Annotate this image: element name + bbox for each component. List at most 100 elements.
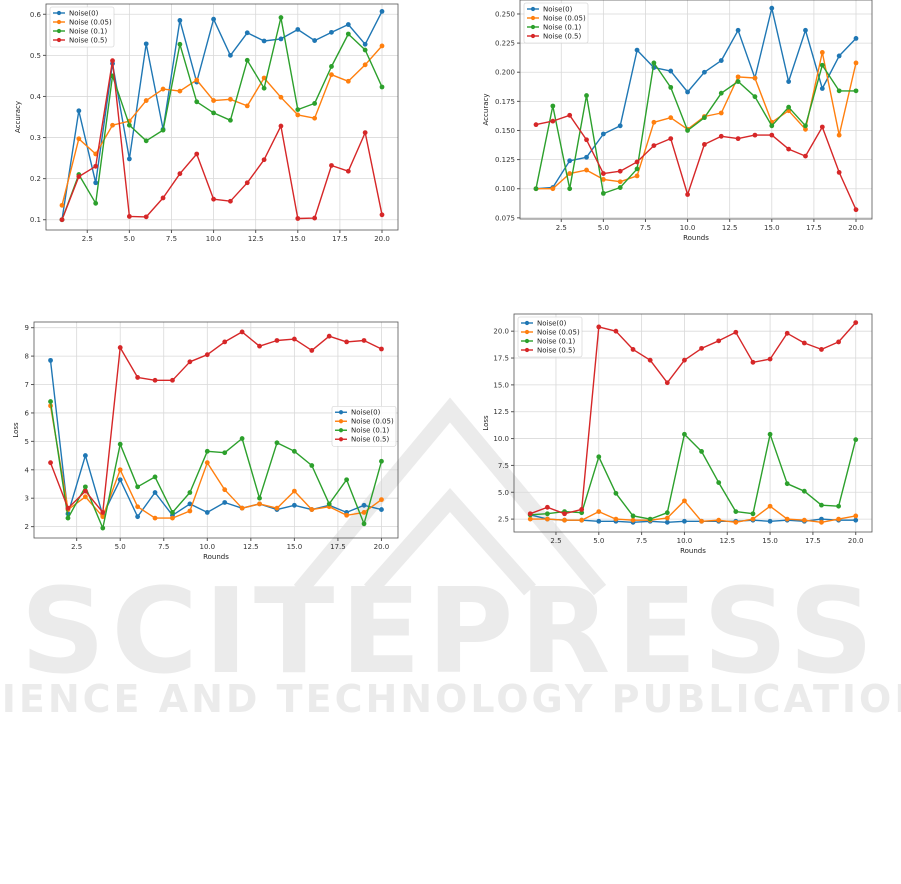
data-point bbox=[379, 346, 384, 352]
data-point bbox=[211, 196, 216, 202]
x-tick-label: 17.5 bbox=[805, 537, 821, 545]
data-point bbox=[117, 345, 123, 350]
legend: Noise(0)Noise (0.05)Noise (0.1)Noise (0.… bbox=[49, 6, 115, 48]
data-point bbox=[76, 136, 82, 142]
data-point bbox=[211, 98, 216, 103]
data-point bbox=[345, 22, 351, 27]
series-line bbox=[49, 405, 382, 519]
data-point bbox=[853, 60, 859, 66]
series-line bbox=[61, 45, 383, 206]
data-point bbox=[733, 519, 739, 525]
data-point bbox=[59, 202, 65, 208]
data-point bbox=[160, 127, 166, 133]
series-group bbox=[527, 320, 859, 525]
data-point bbox=[853, 320, 859, 325]
data-point bbox=[651, 60, 657, 66]
y-tick-label: 0.125 bbox=[495, 156, 515, 164]
x-tick-label: 20.0 bbox=[848, 537, 864, 545]
series-line bbox=[535, 62, 856, 195]
x-axis: 2.5 5.0 7.5 10.0 12.5 15.0 17.5 20.0 bbox=[82, 230, 390, 242]
data-point bbox=[170, 510, 175, 515]
data-point bbox=[803, 27, 808, 33]
data-point bbox=[222, 450, 228, 456]
y-tick-label: 0.100 bbox=[495, 185, 515, 193]
legend-entry-label: Noise (0.05) bbox=[351, 418, 394, 426]
data-point bbox=[716, 338, 722, 344]
data-point bbox=[261, 157, 267, 163]
data-point bbox=[211, 110, 216, 116]
data-point bbox=[344, 339, 350, 345]
data-point bbox=[228, 96, 233, 102]
legend-swatch-marker bbox=[338, 410, 344, 415]
data-point bbox=[735, 136, 741, 142]
data-point bbox=[668, 68, 674, 74]
data-point bbox=[836, 88, 842, 94]
data-point bbox=[126, 122, 132, 128]
data-point bbox=[152, 515, 158, 521]
x-tick-label: 10.0 bbox=[677, 537, 693, 545]
data-point bbox=[117, 467, 123, 473]
data-point bbox=[244, 103, 250, 109]
data-point bbox=[579, 517, 585, 523]
data-point bbox=[596, 509, 602, 514]
data-point bbox=[187, 359, 193, 365]
data-point bbox=[152, 377, 158, 383]
y-tick-label: 9 bbox=[25, 324, 29, 332]
x-tick-label: 15.0 bbox=[290, 235, 306, 242]
data-point bbox=[769, 5, 775, 11]
data-point bbox=[309, 507, 315, 512]
data-point bbox=[187, 501, 193, 507]
data-point bbox=[664, 515, 670, 521]
data-point bbox=[177, 41, 183, 47]
legend-swatch-marker bbox=[530, 15, 536, 21]
data-point bbox=[853, 36, 859, 41]
data-point bbox=[803, 123, 808, 129]
data-point bbox=[617, 123, 623, 129]
legend-swatch-marker bbox=[524, 329, 530, 335]
data-point bbox=[345, 31, 351, 37]
data-point bbox=[836, 516, 841, 522]
data-point bbox=[702, 142, 707, 147]
data-point bbox=[82, 453, 88, 458]
data-point bbox=[545, 516, 550, 522]
y-tick-label: 0.4 bbox=[30, 93, 42, 101]
data-point bbox=[65, 515, 71, 521]
data-point bbox=[836, 339, 841, 345]
series-line bbox=[535, 114, 857, 210]
x-tick-label: 2.5 bbox=[556, 224, 567, 232]
data-point bbox=[257, 495, 262, 501]
data-point bbox=[767, 518, 773, 524]
data-point bbox=[194, 151, 200, 157]
y-axis-label: Accuracy bbox=[482, 94, 490, 126]
y-tick-label: 2.5 bbox=[498, 516, 509, 524]
data-point bbox=[836, 503, 841, 509]
x-tick-label: 20.0 bbox=[374, 543, 390, 551]
data-point bbox=[733, 329, 739, 335]
data-point bbox=[312, 115, 318, 121]
data-point bbox=[48, 357, 53, 363]
data-point bbox=[803, 126, 808, 132]
data-point bbox=[853, 207, 859, 213]
x-tick-label: 2.5 bbox=[71, 543, 82, 551]
data-point bbox=[617, 179, 623, 185]
data-point bbox=[110, 58, 115, 64]
data-point bbox=[152, 490, 158, 495]
data-point bbox=[784, 330, 790, 336]
x-tick-label: 12.5 bbox=[248, 235, 264, 242]
legend-swatch-marker bbox=[56, 37, 62, 43]
data-point bbox=[204, 510, 210, 515]
legend: Noise(0)Noise (0.05)Noise (0.1)Noise (0.… bbox=[523, 2, 589, 44]
data-point bbox=[853, 88, 859, 94]
data-point bbox=[786, 146, 792, 152]
data-point bbox=[584, 167, 589, 173]
legend-entry-label: Noise(0) bbox=[69, 10, 99, 18]
data-point bbox=[527, 516, 533, 522]
x-axis-label: Rounds bbox=[683, 234, 709, 242]
y-tick-label: 15.0 bbox=[493, 381, 509, 389]
plot-frame bbox=[519, 0, 873, 220]
y-tick-label: 0.1 bbox=[30, 216, 41, 224]
x-tick-label: 20.0 bbox=[374, 235, 390, 242]
data-point bbox=[562, 517, 567, 523]
data-point bbox=[545, 511, 550, 517]
plot-frame bbox=[45, 3, 399, 231]
